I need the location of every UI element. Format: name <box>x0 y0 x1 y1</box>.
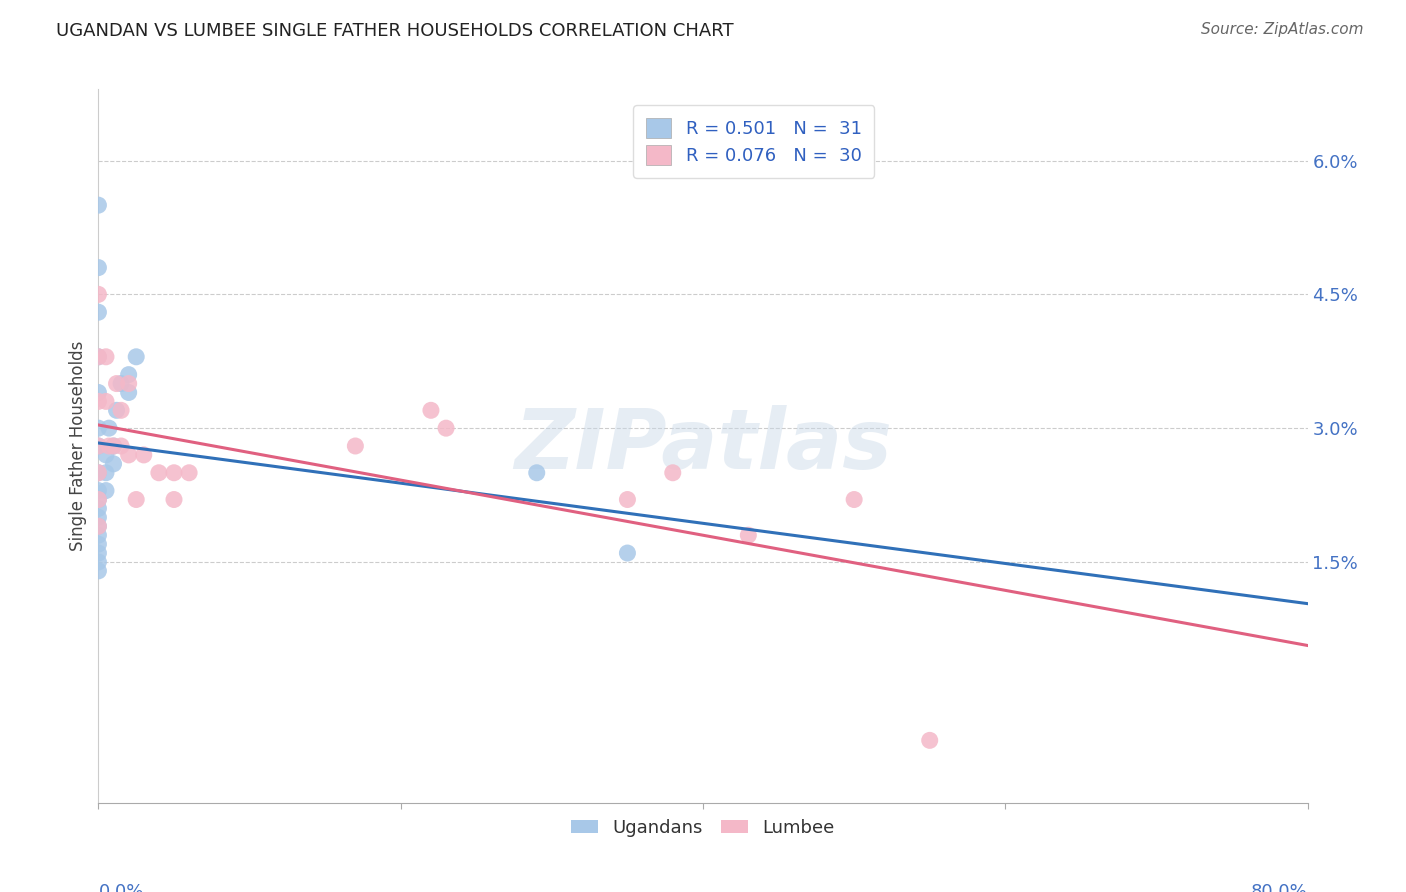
Point <box>163 492 186 507</box>
Point <box>103 457 125 471</box>
Point <box>87 350 110 364</box>
Point <box>526 466 548 480</box>
Point <box>98 439 121 453</box>
Point <box>87 519 110 533</box>
Point <box>125 350 148 364</box>
Point <box>87 305 110 319</box>
Point <box>94 466 117 480</box>
Point <box>110 403 132 417</box>
Point <box>87 501 110 516</box>
Point <box>125 492 148 507</box>
Point <box>94 350 117 364</box>
Point <box>110 439 132 453</box>
Point <box>87 350 110 364</box>
Point <box>98 421 121 435</box>
Point <box>105 376 128 391</box>
Point <box>87 537 110 551</box>
Point <box>103 439 125 453</box>
Text: 80.0%: 80.0% <box>1251 883 1308 892</box>
Point <box>94 448 117 462</box>
Point <box>118 448 141 462</box>
Point <box>661 466 683 480</box>
Point <box>87 421 110 435</box>
Point <box>737 528 759 542</box>
Point <box>87 466 110 480</box>
Point <box>420 403 443 417</box>
Point <box>179 466 201 480</box>
Point <box>87 439 110 453</box>
Point <box>87 287 110 301</box>
Point <box>87 394 110 409</box>
Text: ZIPatlas: ZIPatlas <box>515 406 891 486</box>
Text: 0.0%: 0.0% <box>98 883 143 892</box>
Point <box>87 492 110 507</box>
Point <box>148 466 170 480</box>
Point <box>87 510 110 524</box>
Point <box>87 555 110 569</box>
Point <box>87 466 110 480</box>
Point <box>118 376 141 391</box>
Point <box>918 733 941 747</box>
Point <box>103 439 125 453</box>
Point <box>87 546 110 560</box>
Point <box>105 403 128 417</box>
Point <box>844 492 866 507</box>
Point <box>94 394 117 409</box>
Point <box>87 385 110 400</box>
Text: UGANDAN VS LUMBEE SINGLE FATHER HOUSEHOLDS CORRELATION CHART: UGANDAN VS LUMBEE SINGLE FATHER HOUSEHOL… <box>56 22 734 40</box>
Point <box>94 483 117 498</box>
Point <box>87 198 110 212</box>
Point <box>163 466 186 480</box>
Point <box>87 483 110 498</box>
Point <box>87 528 110 542</box>
Point <box>118 385 141 400</box>
Point <box>87 260 110 275</box>
Point <box>87 492 110 507</box>
Point <box>110 376 132 391</box>
Point <box>616 546 638 560</box>
Legend: Ugandans, Lumbee: Ugandans, Lumbee <box>564 812 842 844</box>
Point <box>118 368 141 382</box>
Point <box>87 439 110 453</box>
Point <box>87 564 110 578</box>
Point <box>87 519 110 533</box>
Point <box>132 448 155 462</box>
Point <box>344 439 367 453</box>
Point <box>616 492 638 507</box>
Point <box>434 421 457 435</box>
Text: Source: ZipAtlas.com: Source: ZipAtlas.com <box>1201 22 1364 37</box>
Y-axis label: Single Father Households: Single Father Households <box>69 341 87 551</box>
